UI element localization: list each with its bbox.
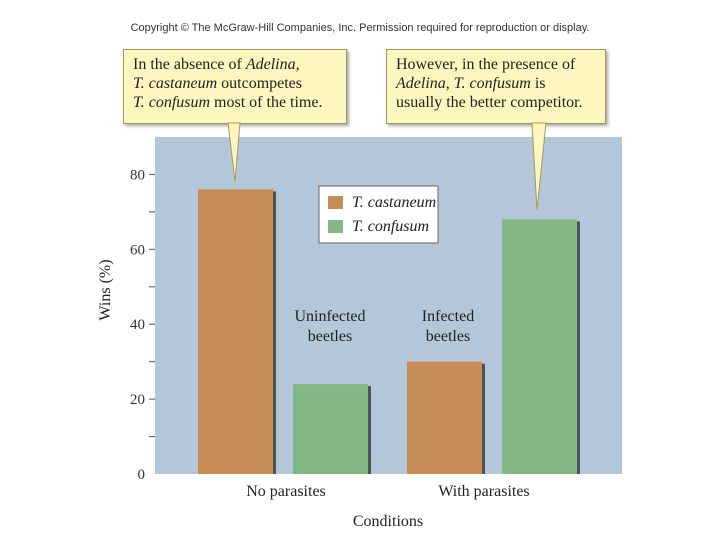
callout-left-text-c: , [295,56,300,73]
bar-tcastaneum-0 [198,189,273,474]
callout-left-line3: T. confusum most of the time. [133,93,337,112]
annotation-infected-line1: Infected [422,308,474,325]
y-axis-title: Wins (%) [97,259,114,320]
bar-tconfusum-0 [293,384,368,474]
callout-with-parasites: However, in the presence of Adelina, T. … [386,49,606,124]
y-tick-label-60: 60 [130,242,145,258]
legend-box [318,185,439,244]
callout-left-text-f: T. confusum [133,94,211,111]
callout-right-text-b: , [445,75,454,92]
callout-left-text-d: T. castaneum [133,75,218,92]
bar-tconfusum-1 [502,219,577,474]
annotation-uninfected-line2: beetles [308,328,352,345]
legend-swatch-confusum [328,220,343,233]
callout-left-pointer [227,122,241,182]
copyright-notice: Copyright © The McGraw-Hill Companies, I… [130,22,590,34]
callout-left-text-g: most of the time. [210,94,323,111]
callout-right-text-d: is [530,75,546,92]
annotation-infected-line2: beetles [426,328,470,345]
callout-right-text-a: Adelina [396,75,446,92]
callout-left-text-b: Adelina [245,56,296,73]
y-tick-label-20: 20 [130,392,145,408]
annotation-uninfected-line1: Uninfected [294,308,365,325]
bars [198,189,580,474]
callout-left-line1: In the absence of Adelina, [133,55,337,74]
legend-swatch-castaneum [328,196,343,209]
category-label-with-parasites: With parasites [438,483,529,500]
callout-left-text-a: In the absence of [133,56,246,73]
callout-right-pointer [531,122,547,211]
legend: T. castaneum T. confusum [318,185,439,244]
bar-tcastaneum-1 [407,361,482,474]
y-tick-label-80: 80 [130,167,145,183]
callout-no-parasites: In the absence of Adelina, T. castaneum … [123,49,347,124]
x-axis-title: Conditions [353,513,423,530]
legend-label-castaneum: T. castaneum [352,194,436,211]
callout-left-text-e: outcompetes [217,75,303,92]
callout-right-line3: usually the better competitor. [396,94,583,111]
callout-right-line2: Adelina, T. confusum is [396,74,596,93]
y-axis: 0 20 40 60 80 [130,167,155,483]
category-label-no-parasites: No parasites [246,483,326,500]
callout-left-line2: T. castaneum outcompetes [133,74,337,93]
callout-right-line1: However, in the presence of [396,56,576,73]
legend-label-confusum: T. confusum [352,218,429,235]
y-tick-label-0: 0 [138,467,146,483]
y-tick-label-40: 40 [130,317,145,333]
callout-right-text-c: T. confusum [453,75,531,92]
